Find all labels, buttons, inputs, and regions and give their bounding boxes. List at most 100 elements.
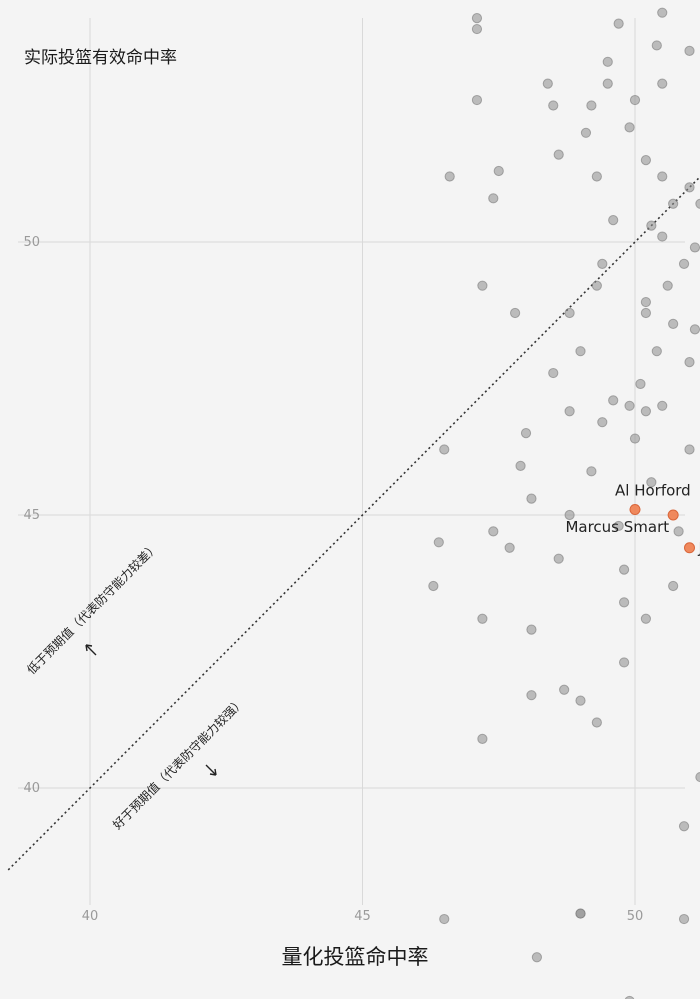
- y-tick-label: 50: [23, 235, 40, 250]
- gridlines: [18, 18, 685, 905]
- player-label: Marcus Smart: [565, 518, 669, 536]
- scatter-point: [542, 78, 553, 89]
- scatter-point: [668, 580, 679, 592]
- scatter-point: [624, 995, 635, 999]
- scatter-point: [575, 346, 586, 357]
- scatter-point: [608, 215, 619, 226]
- scatter-point: [678, 913, 690, 925]
- highlighted-point: [667, 509, 679, 521]
- scatter-point: [651, 40, 662, 51]
- scatter-point: [640, 613, 652, 624]
- scatter-point: [624, 122, 635, 133]
- scatter-point: [580, 127, 592, 138]
- scatter-point: [531, 952, 543, 963]
- scatter-point: [471, 23, 483, 35]
- x-tick-label: 40: [82, 909, 99, 924]
- scatter-point: [597, 417, 608, 428]
- scatter-point: [564, 406, 575, 417]
- scatter-point: [613, 18, 624, 29]
- scatter-point: [575, 908, 586, 919]
- scatter-point: [657, 171, 668, 182]
- scatter-point: [619, 657, 630, 668]
- scatter-point: [526, 690, 537, 701]
- scatter-point: [695, 771, 700, 783]
- scatter-point: [526, 493, 537, 504]
- scatter-point: [509, 307, 521, 319]
- scatter-point: [559, 684, 570, 695]
- player-label: Al Horford: [615, 482, 691, 500]
- scatter-point: [471, 94, 483, 106]
- x-axis-label: 量化投篮命中率: [282, 945, 429, 969]
- scatter-point: [678, 821, 690, 832]
- scatter-point: [602, 56, 613, 67]
- scatter-point: [591, 171, 602, 182]
- scatter-point: [597, 258, 608, 269]
- scatter-point: [428, 580, 439, 592]
- scatter-point: [646, 477, 657, 488]
- scatter-point: [640, 406, 652, 417]
- scatter-point: [613, 520, 624, 532]
- arrow-down-right-icon: [205, 764, 217, 776]
- scatter-point: [591, 280, 602, 291]
- scatter-point: [433, 537, 444, 548]
- scatter-point: [673, 526, 684, 537]
- scatter-point: [548, 367, 559, 379]
- scatter-point: [471, 13, 483, 24]
- scatter-point: [575, 695, 586, 706]
- scatter-point: [477, 733, 488, 744]
- scatter-point: [624, 400, 635, 411]
- tick-labels: 4045505560404550556065: [23, 235, 644, 924]
- scatter-point: [651, 346, 662, 357]
- scatter-point: [553, 149, 564, 160]
- scatter-point: [548, 100, 559, 111]
- scatter-point: [619, 564, 630, 575]
- highlighted-point: [684, 542, 695, 554]
- scatter-point: [657, 78, 668, 89]
- scatter-point: [493, 165, 504, 177]
- scatter-point: [695, 198, 700, 209]
- scatter-point: [684, 444, 695, 455]
- scatter-point: [526, 624, 537, 635]
- scatter-point: [602, 78, 613, 89]
- scatter-point: [640, 296, 652, 308]
- y-axis-label: 实际投篮有效命中率: [24, 48, 177, 68]
- scatter-point: [662, 280, 673, 291]
- data-points: [428, 7, 700, 999]
- scatter-point: [477, 280, 488, 291]
- y-tick-label: 40: [23, 781, 40, 796]
- scatter-point: [640, 155, 652, 166]
- highlighted-point: [629, 504, 641, 516]
- scatter-point: [564, 307, 575, 319]
- scatter-point: [684, 357, 695, 368]
- scatter-point: [657, 231, 668, 242]
- scatter-point: [668, 198, 679, 209]
- scatter-point: [439, 913, 450, 925]
- scatter-point: [520, 428, 532, 439]
- scatter-point: [657, 7, 668, 18]
- scatter-point: [619, 597, 630, 608]
- scatter-point: [608, 395, 619, 406]
- scatter-point: [684, 45, 695, 57]
- x-tick-label: 45: [354, 909, 371, 924]
- scatter-point: [640, 307, 652, 319]
- scatter-point: [553, 553, 564, 564]
- scatter-point: [629, 433, 641, 444]
- scatter-point: [488, 526, 499, 537]
- scatter-point: [444, 171, 455, 182]
- scatter-point: [657, 400, 668, 411]
- scatter-point: [439, 444, 450, 455]
- x-tick-label: 50: [627, 909, 644, 924]
- scatter-point: [684, 182, 695, 193]
- highlighted-points: [629, 504, 695, 554]
- scatter-point: [678, 258, 690, 269]
- scatter-point: [488, 193, 499, 204]
- scatter-point: [564, 509, 575, 521]
- player-label: Jaylen Brown: [698, 539, 700, 557]
- scatter-point: [646, 220, 657, 231]
- scatter-point: [591, 717, 602, 728]
- scatter-point: [586, 466, 597, 477]
- scatter-point: [504, 542, 515, 553]
